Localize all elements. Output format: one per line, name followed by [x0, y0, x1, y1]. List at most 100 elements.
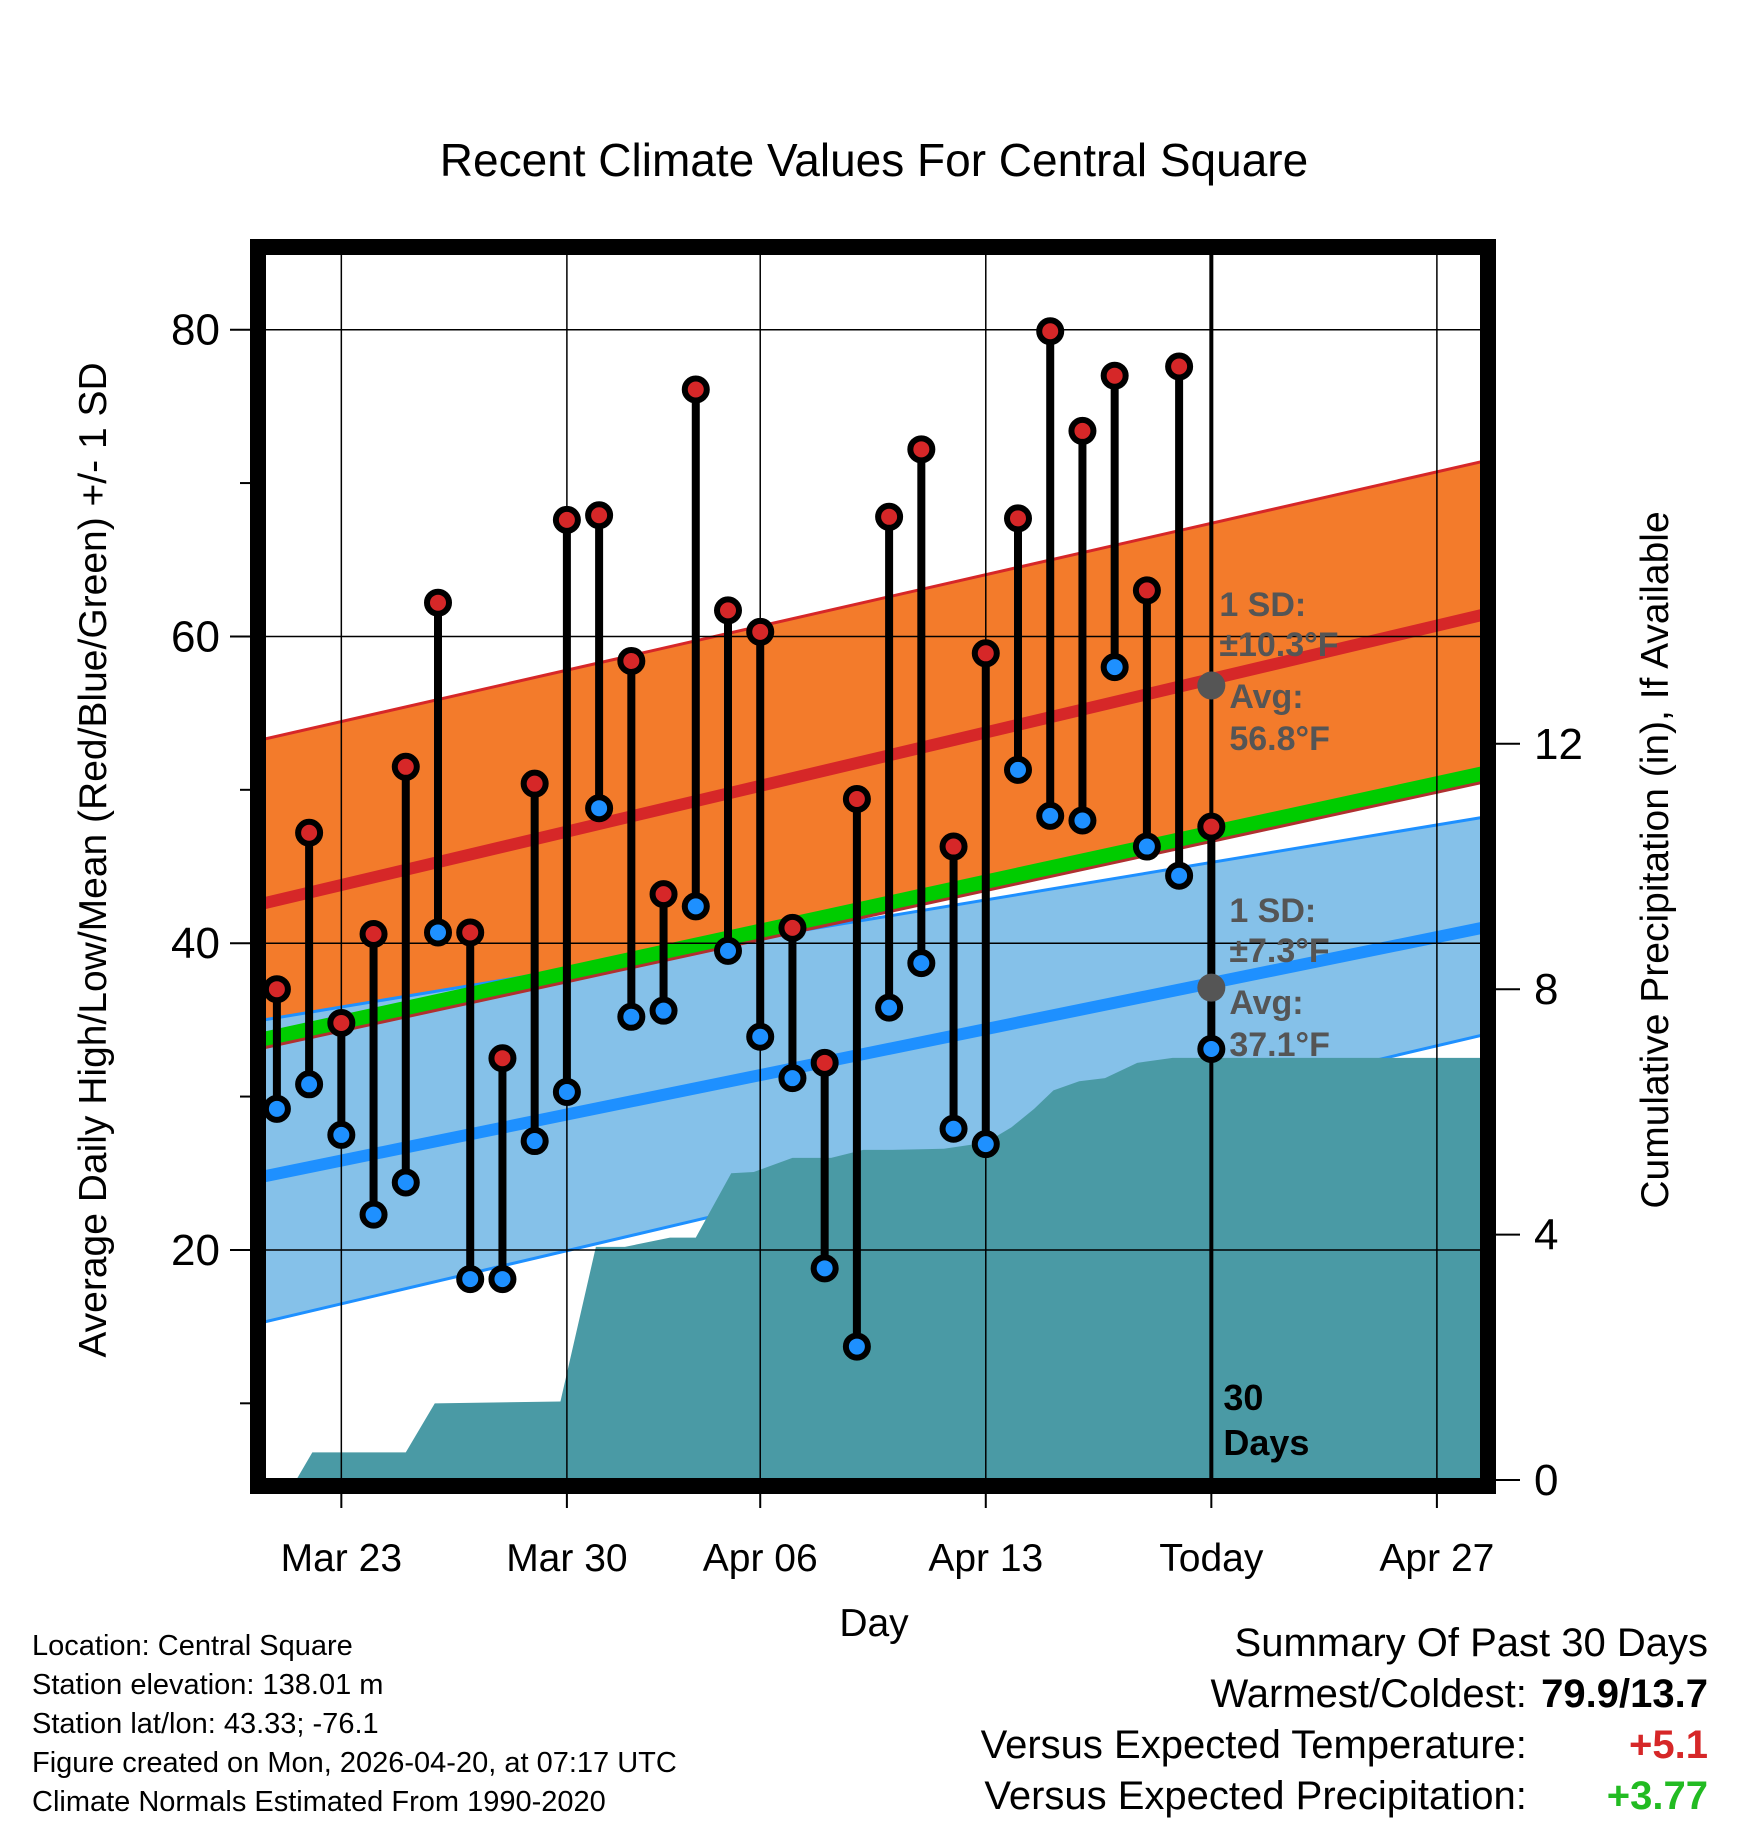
- y-tick-label: 80: [171, 306, 220, 355]
- daily-low-point: [1165, 861, 1194, 890]
- daily-high-point: [552, 505, 581, 534]
- daily-high-point: [649, 880, 678, 909]
- daily-low-point: [649, 996, 678, 1025]
- daily-low-point: [746, 1022, 775, 1051]
- y2-tick-label: 8: [1534, 965, 1558, 1014]
- daily-low-point: [875, 993, 904, 1022]
- precip-label: Versus Expected Precipitation:: [984, 1774, 1527, 1818]
- normal-high-line: [264, 609, 1482, 910]
- daily-high-point: [520, 769, 549, 798]
- daily-high-point: [585, 501, 614, 530]
- warm-cold-label: Warmest/Coldest:: [1210, 1672, 1527, 1716]
- x-tick-label: Apr 27: [1379, 1537, 1494, 1580]
- daily-low-point: [842, 1332, 871, 1361]
- summary-precip: Versus Expected Precipitation: +3.77: [981, 1771, 1708, 1822]
- daily-low-point: [778, 1064, 807, 1093]
- daily-low-point: [552, 1077, 581, 1106]
- daily-low-point: [1100, 653, 1129, 682]
- daily-low-point: [295, 1070, 324, 1099]
- summary-panel: Summary Of Past 30 Days Warmest/Coldest:…: [981, 1618, 1708, 1822]
- latlon-text: Station lat/lon: 43.33; -76.1: [32, 1708, 379, 1740]
- high-sd-upper-edge: [264, 460, 1482, 741]
- daily-high-point: [971, 639, 1000, 668]
- daily-high-point: [359, 919, 388, 948]
- today-days-label-line2: Days: [1223, 1422, 1309, 1463]
- daily-high-point: [262, 975, 291, 1004]
- chart-title: Recent Climate Values For Central Square: [440, 134, 1308, 186]
- precip-value: +3.77: [1606, 1774, 1708, 1818]
- daily-low-point: [585, 794, 614, 823]
- daily-low-point: [971, 1130, 1000, 1159]
- daily-low-point: [520, 1127, 549, 1156]
- daily-low-point: [1068, 806, 1097, 835]
- today-days-label-line1: 30: [1223, 1377, 1263, 1418]
- daily-low-point: [424, 918, 452, 947]
- x-tick-label: Mar 23: [281, 1537, 402, 1580]
- temp-label: Versus Expected Temperature:: [980, 1723, 1527, 1767]
- x-tick-label: Mar 30: [506, 1537, 627, 1580]
- normals-text: Climate Normals Estimated From 1990-2020: [32, 1786, 606, 1818]
- low-avg-label: Avg:: [1229, 984, 1303, 1022]
- high-sd-value: ±10.3°F: [1219, 626, 1338, 664]
- daily-high-point: [1036, 317, 1065, 346]
- high-avg-marker: [1197, 671, 1226, 700]
- low-sd-label: 1 SD:: [1229, 892, 1316, 930]
- daily-high-point: [907, 435, 936, 464]
- location-text: Location: Central Square: [32, 1630, 353, 1662]
- low-avg-marker: [1197, 973, 1226, 1002]
- daily-high-point: [1165, 352, 1194, 381]
- y2-axis-label: Cumulative Precipitation (in), If Availa…: [1634, 511, 1677, 1208]
- daily-high-point: [617, 646, 646, 675]
- summary-temp: Versus Expected Temperature: +5.1: [981, 1720, 1708, 1771]
- daily-high-point: [681, 375, 710, 404]
- low-sd-value: ±7.3°F: [1229, 932, 1329, 970]
- daily-low-point: [1004, 755, 1032, 784]
- x-tick-label: Apr 06: [703, 1537, 818, 1580]
- daily-low-point: [456, 1265, 485, 1294]
- y-tick-label: 40: [171, 919, 220, 968]
- daily-low-point: [810, 1254, 839, 1283]
- summary-title: Summary Of Past 30 Days: [1234, 1621, 1708, 1665]
- daily-high-point: [391, 752, 420, 781]
- low-avg-value: 37.1°F: [1229, 1026, 1330, 1064]
- daily-high-point: [939, 832, 968, 861]
- y2-tick-label: 12: [1534, 720, 1583, 769]
- daily-low-point: [327, 1120, 356, 1149]
- x-tick-label: Today: [1159, 1537, 1264, 1580]
- daily-high-point: [1197, 812, 1226, 841]
- daily-high-point: [1100, 361, 1129, 390]
- daily-low-point: [1036, 801, 1065, 830]
- x-axis-label: Day: [839, 1602, 909, 1645]
- daily-high-point: [778, 913, 807, 942]
- y2-tick-label: 0: [1534, 1456, 1558, 1505]
- daily-low-point: [714, 936, 742, 965]
- daily-high-point: [327, 1008, 356, 1037]
- daily-low-point: [488, 1265, 517, 1294]
- daily-high-point: [875, 502, 904, 531]
- daily-high-point: [456, 918, 485, 947]
- daily-low-point: [617, 1002, 646, 1031]
- y-tick-label: 60: [171, 612, 220, 661]
- daily-low-point: [1132, 832, 1161, 861]
- daily-low-point: [359, 1200, 388, 1229]
- y-axis-label: Average Daily High/Low/Mean (Red/Blue/Gr…: [72, 362, 115, 1357]
- daily-high-point: [842, 785, 871, 814]
- y-tick-label: 20: [171, 1226, 220, 1275]
- daily-low-point: [939, 1114, 968, 1143]
- daily-high-point: [295, 818, 324, 847]
- station-info: Location: Central Square Station elevati…: [32, 1627, 677, 1822]
- daily-high-point: [714, 596, 742, 625]
- y2-tick-label: 4: [1534, 1211, 1558, 1260]
- daily-high-point: [746, 617, 775, 646]
- created-text: Figure created on Mon, 2026-04-20, at 07…: [32, 1747, 677, 1779]
- x-tick-label: Apr 13: [928, 1537, 1043, 1580]
- plot-frame: [250, 239, 1496, 1494]
- high-avg-label: Avg:: [1229, 678, 1303, 716]
- daily-high-point: [424, 588, 452, 617]
- daily-low-point: [391, 1168, 420, 1197]
- daily-high-point: [1004, 504, 1032, 533]
- elevation-text: Station elevation: 138.01 m: [32, 1669, 384, 1701]
- warm-cold-value: 79.9/13.7: [1541, 1672, 1708, 1716]
- temp-value: +5.1: [1629, 1723, 1708, 1767]
